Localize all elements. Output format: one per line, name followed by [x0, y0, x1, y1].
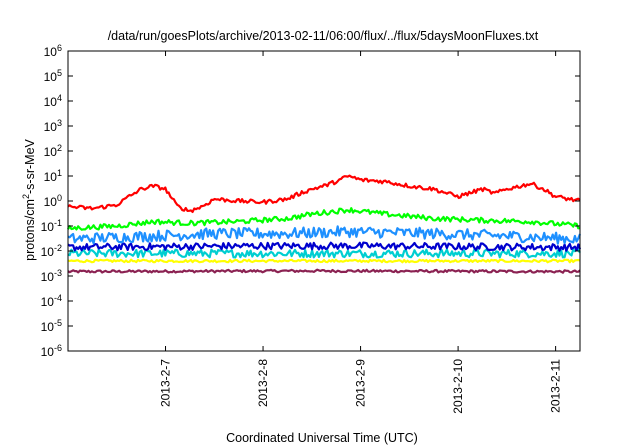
series-line — [67, 248, 581, 259]
svg-text:protons/cm2-s-sr-MeV: protons/cm2-s-sr-MeV — [21, 138, 37, 260]
y-axis-label: protons/cm2-s-sr-MeV — [21, 138, 37, 260]
y-axis-label-sup: 2 — [21, 194, 31, 199]
y-tick-label: 100 — [44, 193, 62, 209]
y-tick-label: 10-3 — [41, 268, 62, 284]
x-tick-label: 2013-2-10 — [451, 359, 465, 414]
x-tick-label: 2013-2-8 — [256, 359, 270, 407]
tick-layer: 106 105 104 103 102 101 100 10-1 10-2 10-3 10-4 10-… — [41, 43, 580, 414]
plot-frame — [67, 50, 581, 352]
y-tick-label: 10-1 — [41, 218, 62, 234]
series-line — [67, 241, 582, 252]
series-line — [67, 258, 581, 264]
series-line — [67, 174, 581, 213]
y-tick-label: 103 — [44, 118, 62, 134]
x-tick-label: 2013-2-7 — [159, 359, 173, 407]
y-tick-label: 102 — [44, 143, 62, 159]
series-line — [67, 207, 581, 231]
y-tick-label: 106 — [44, 43, 62, 59]
y-tick-label: 10-2 — [41, 243, 62, 259]
y-axis-label-suffix: -s-sr-MeV — [23, 138, 37, 194]
y-tick-label: 10-5 — [41, 318, 62, 334]
y-tick-label: 101 — [44, 168, 62, 184]
y-tick-label: 10-4 — [41, 293, 62, 309]
series-layer — [67, 174, 582, 274]
series-line — [67, 268, 581, 274]
x-axis-label: Coordinated Universal Time (UTC) — [226, 431, 418, 445]
y-tick-label: 104 — [44, 93, 62, 109]
y-axis-label-prefix: protons/cm — [23, 199, 37, 261]
x-tick-label: 2013-2-11 — [549, 359, 563, 413]
y-tick-label: 105 — [44, 68, 62, 84]
chart-title: /data/run/goesPlots/archive/2013-02-11/0… — [108, 29, 539, 43]
x-tick-label: 2013-2-9 — [354, 359, 368, 407]
y-tick-label: 10-6 — [41, 343, 62, 359]
series-line — [67, 225, 582, 245]
